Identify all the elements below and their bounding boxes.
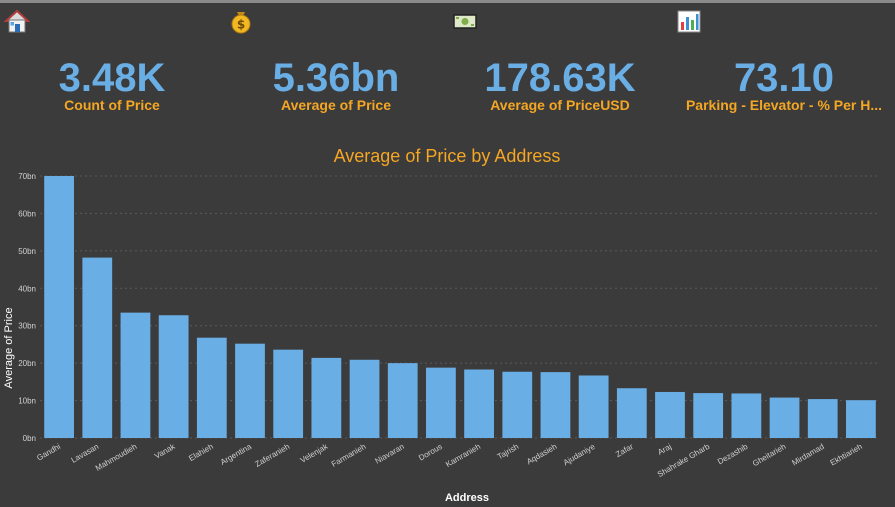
x-tick-label: Velenjak <box>299 441 331 464</box>
bar[interactable] <box>196 337 227 438</box>
x-tick-label: Araj <box>656 442 673 457</box>
x-tick-label: Farmanieh <box>330 442 368 469</box>
bar[interactable] <box>273 349 304 438</box>
y-tick-label: 60bn <box>18 209 36 218</box>
bar[interactable] <box>540 372 571 438</box>
x-tick-label: Gheitarieh <box>751 442 787 468</box>
x-tick-label: Tajrish <box>496 442 521 461</box>
bar[interactable] <box>655 391 685 438</box>
y-tick-label: 50bn <box>18 247 36 256</box>
bar[interactable] <box>311 357 342 438</box>
x-tick-label: Vanak <box>153 441 177 460</box>
y-axis-ticks: 0bn 10bn 20bn 30bn 40bn 50bn 60bn 70bn <box>18 172 36 443</box>
kpi-value: 73.10 <box>733 56 835 100</box>
y-tick-label: 20bn <box>18 359 36 368</box>
x-tick-label: Elahieh <box>187 442 215 463</box>
kpi-card-average-of-priceusd[interactable]: 178.63K Average of PriceUSD <box>448 6 672 116</box>
svg-text:$: $ <box>237 18 245 32</box>
x-tick-label: Zaferanieh <box>254 442 292 469</box>
x-tick-label: Zafar <box>614 442 635 459</box>
bar[interactable] <box>502 371 533 438</box>
banknote-icon <box>453 14 477 29</box>
y-tick-label: 0bn <box>23 434 36 443</box>
x-tick-label: Argentina <box>219 442 254 467</box>
kpi-card-parking-elevator[interactable]: 73.10 Parking - Elevator - % Per H... <box>672 6 895 116</box>
x-tick-label: Ajudaniye <box>562 442 597 468</box>
bar[interactable] <box>464 369 494 438</box>
bar[interactable] <box>44 176 74 438</box>
bar[interactable] <box>807 399 838 438</box>
y-tick-label: 70bn <box>18 172 36 181</box>
bar[interactable] <box>82 257 113 438</box>
bar[interactable] <box>120 312 151 438</box>
kpi-label: Count of Price <box>64 97 160 113</box>
y-tick-label: 10bn <box>18 397 36 406</box>
kpi-value: 178.63K <box>484 56 636 100</box>
x-tick-label: Dorous <box>417 442 444 463</box>
x-tick-label: Mirdamad <box>790 442 825 468</box>
x-axis-label: Address <box>445 492 489 504</box>
x-tick-label: Gandhi <box>35 442 62 463</box>
bar[interactable] <box>349 359 380 438</box>
x-tick-label: Lavasan <box>70 442 101 465</box>
bar[interactable] <box>616 388 647 438</box>
bar[interactable] <box>578 375 609 438</box>
x-tick-label: Kamranieh <box>444 442 482 469</box>
house-icon <box>4 9 30 33</box>
bars <box>44 176 876 438</box>
x-tick-label: Aqdasieh <box>525 442 558 466</box>
x-tick-label: Niavaran <box>374 442 406 466</box>
bar[interactable] <box>235 343 265 438</box>
x-tick-label: Dezashib <box>716 442 750 467</box>
chart-title: Average of Price by Address <box>334 146 561 166</box>
kpi-label: Average of PriceUSD <box>490 97 630 113</box>
y-tick-label: 40bn <box>18 284 36 293</box>
y-axis-label: Average of Price <box>3 307 15 388</box>
kpi-card-count-of-price[interactable]: 3.48K Count of Price <box>0 6 224 116</box>
bar[interactable] <box>769 397 800 438</box>
bar-chart-icon <box>677 10 701 33</box>
bar[interactable] <box>693 393 724 438</box>
kpi-value: 3.48K <box>58 56 166 100</box>
x-tick-label: Ekhtiarieh <box>829 442 864 468</box>
bar[interactable] <box>158 315 189 438</box>
x-tick-label: Mahmoudieh <box>94 442 139 473</box>
kpi-label: Parking - Elevator - % Per H... <box>685 97 883 113</box>
bar-chart[interactable]: Average of Price by Address 0bn 10bn 20bn 3… <box>0 140 895 507</box>
kpi-label: Average of Price <box>281 97 391 113</box>
bar[interactable] <box>731 393 762 438</box>
window-top-border <box>0 0 895 3</box>
kpi-card-average-of-price[interactable]: $ 5.36bn Average of Price <box>224 6 448 116</box>
y-tick-label: 30bn <box>18 322 36 331</box>
money-bag-icon: $ <box>231 12 251 34</box>
kpi-value: 5.36bn <box>272 56 400 100</box>
bar[interactable] <box>846 400 876 438</box>
bar[interactable] <box>387 363 418 438</box>
bar[interactable] <box>426 367 456 438</box>
